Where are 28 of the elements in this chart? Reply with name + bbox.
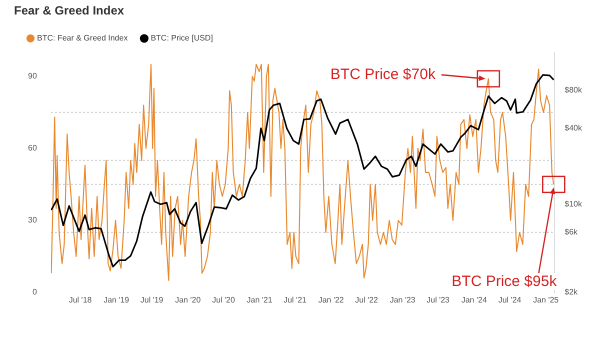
y2-tick-label: $10k xyxy=(564,199,583,208)
x-tick-label: Jul '24 xyxy=(498,295,522,304)
annotation: BTC Price $95k xyxy=(450,273,559,290)
x-tick-label: Jan '24 xyxy=(461,295,488,304)
x-tick-label: Jan '25 xyxy=(533,295,560,304)
x-tick-label: Jan '23 xyxy=(390,295,416,304)
x-tick-label: Jul '20 xyxy=(212,295,236,304)
x-tick-label: Jan '21 xyxy=(246,295,273,304)
y2-tick-label: $80k xyxy=(564,86,583,95)
x-tick-label: Jul '18 xyxy=(68,295,92,304)
x-tick-label: Jan '22 xyxy=(318,295,344,304)
y-tick-label: 30 xyxy=(28,216,38,225)
x-tick-label: Jul '19 xyxy=(140,295,164,304)
annotation: BTC Price $70k xyxy=(328,66,438,84)
chart-title: Fear & Greed Index xyxy=(14,4,124,18)
x-tick-label: Jul '23 xyxy=(426,295,450,304)
legend-label: BTC: Fear & Greed Index xyxy=(37,34,128,43)
x-tick-label: Jan '19 xyxy=(104,295,130,304)
legend-label: BTC: Price [USD] xyxy=(150,34,213,43)
y-tick-label: 90 xyxy=(28,72,38,81)
x-tick-label: Jul '21 xyxy=(284,295,308,304)
x-tick-label: Jul '22 xyxy=(355,295,379,304)
y2-tick-label: $6k xyxy=(564,227,579,236)
y2-tick-label: $2k xyxy=(564,288,579,297)
y-tick-label: 60 xyxy=(28,144,38,153)
x-tick-label: Jan '20 xyxy=(175,295,202,304)
y2-tick-label: $40k xyxy=(564,124,583,133)
y-tick-label: 0 xyxy=(32,288,38,297)
